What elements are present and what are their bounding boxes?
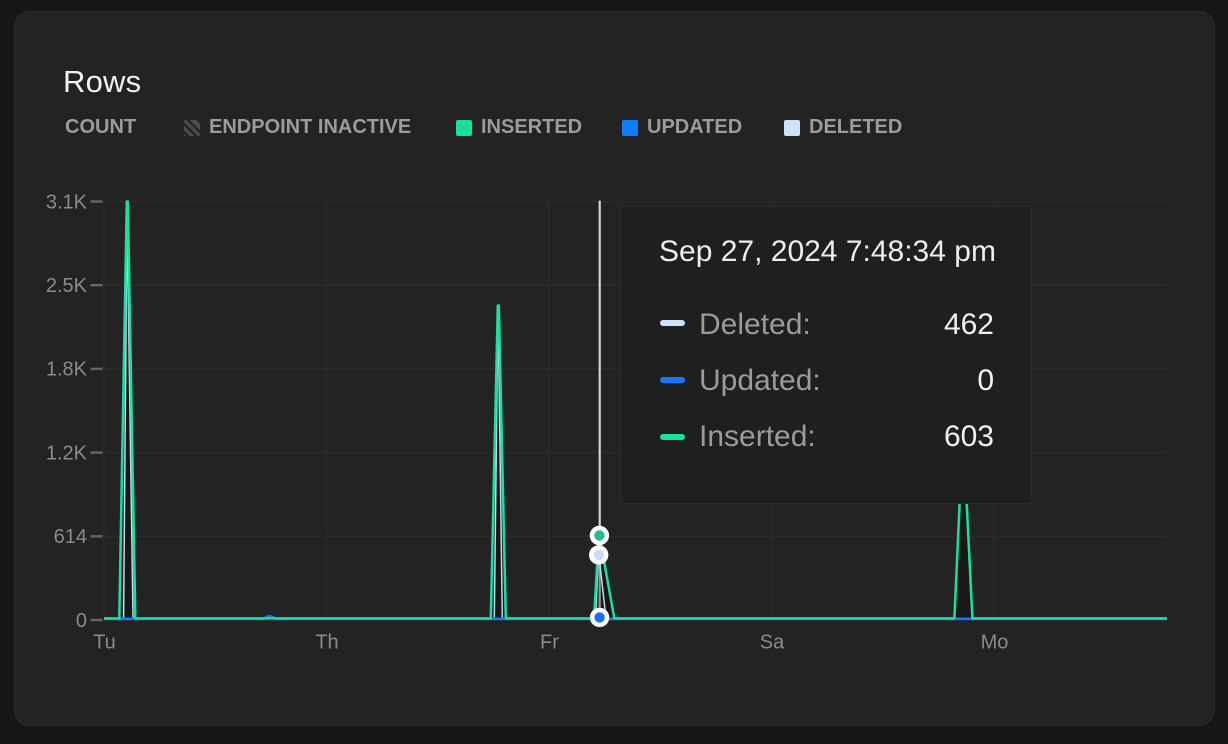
svg-text:1.8K: 1.8K — [46, 359, 88, 381]
svg-text:1.2K: 1.2K — [46, 442, 88, 464]
svg-text:3.1K: 3.1K — [46, 191, 88, 213]
svg-text:Fr: Fr — [540, 632, 559, 654]
svg-text:Th: Th — [315, 632, 338, 654]
svg-text:Tu: Tu — [93, 632, 116, 654]
svg-text:614: 614 — [54, 526, 87, 548]
svg-text:Sa: Sa — [760, 632, 785, 654]
svg-text:Mo: Mo — [981, 632, 1009, 654]
svg-text:0: 0 — [76, 610, 87, 632]
svg-text:2.5K: 2.5K — [46, 275, 88, 297]
